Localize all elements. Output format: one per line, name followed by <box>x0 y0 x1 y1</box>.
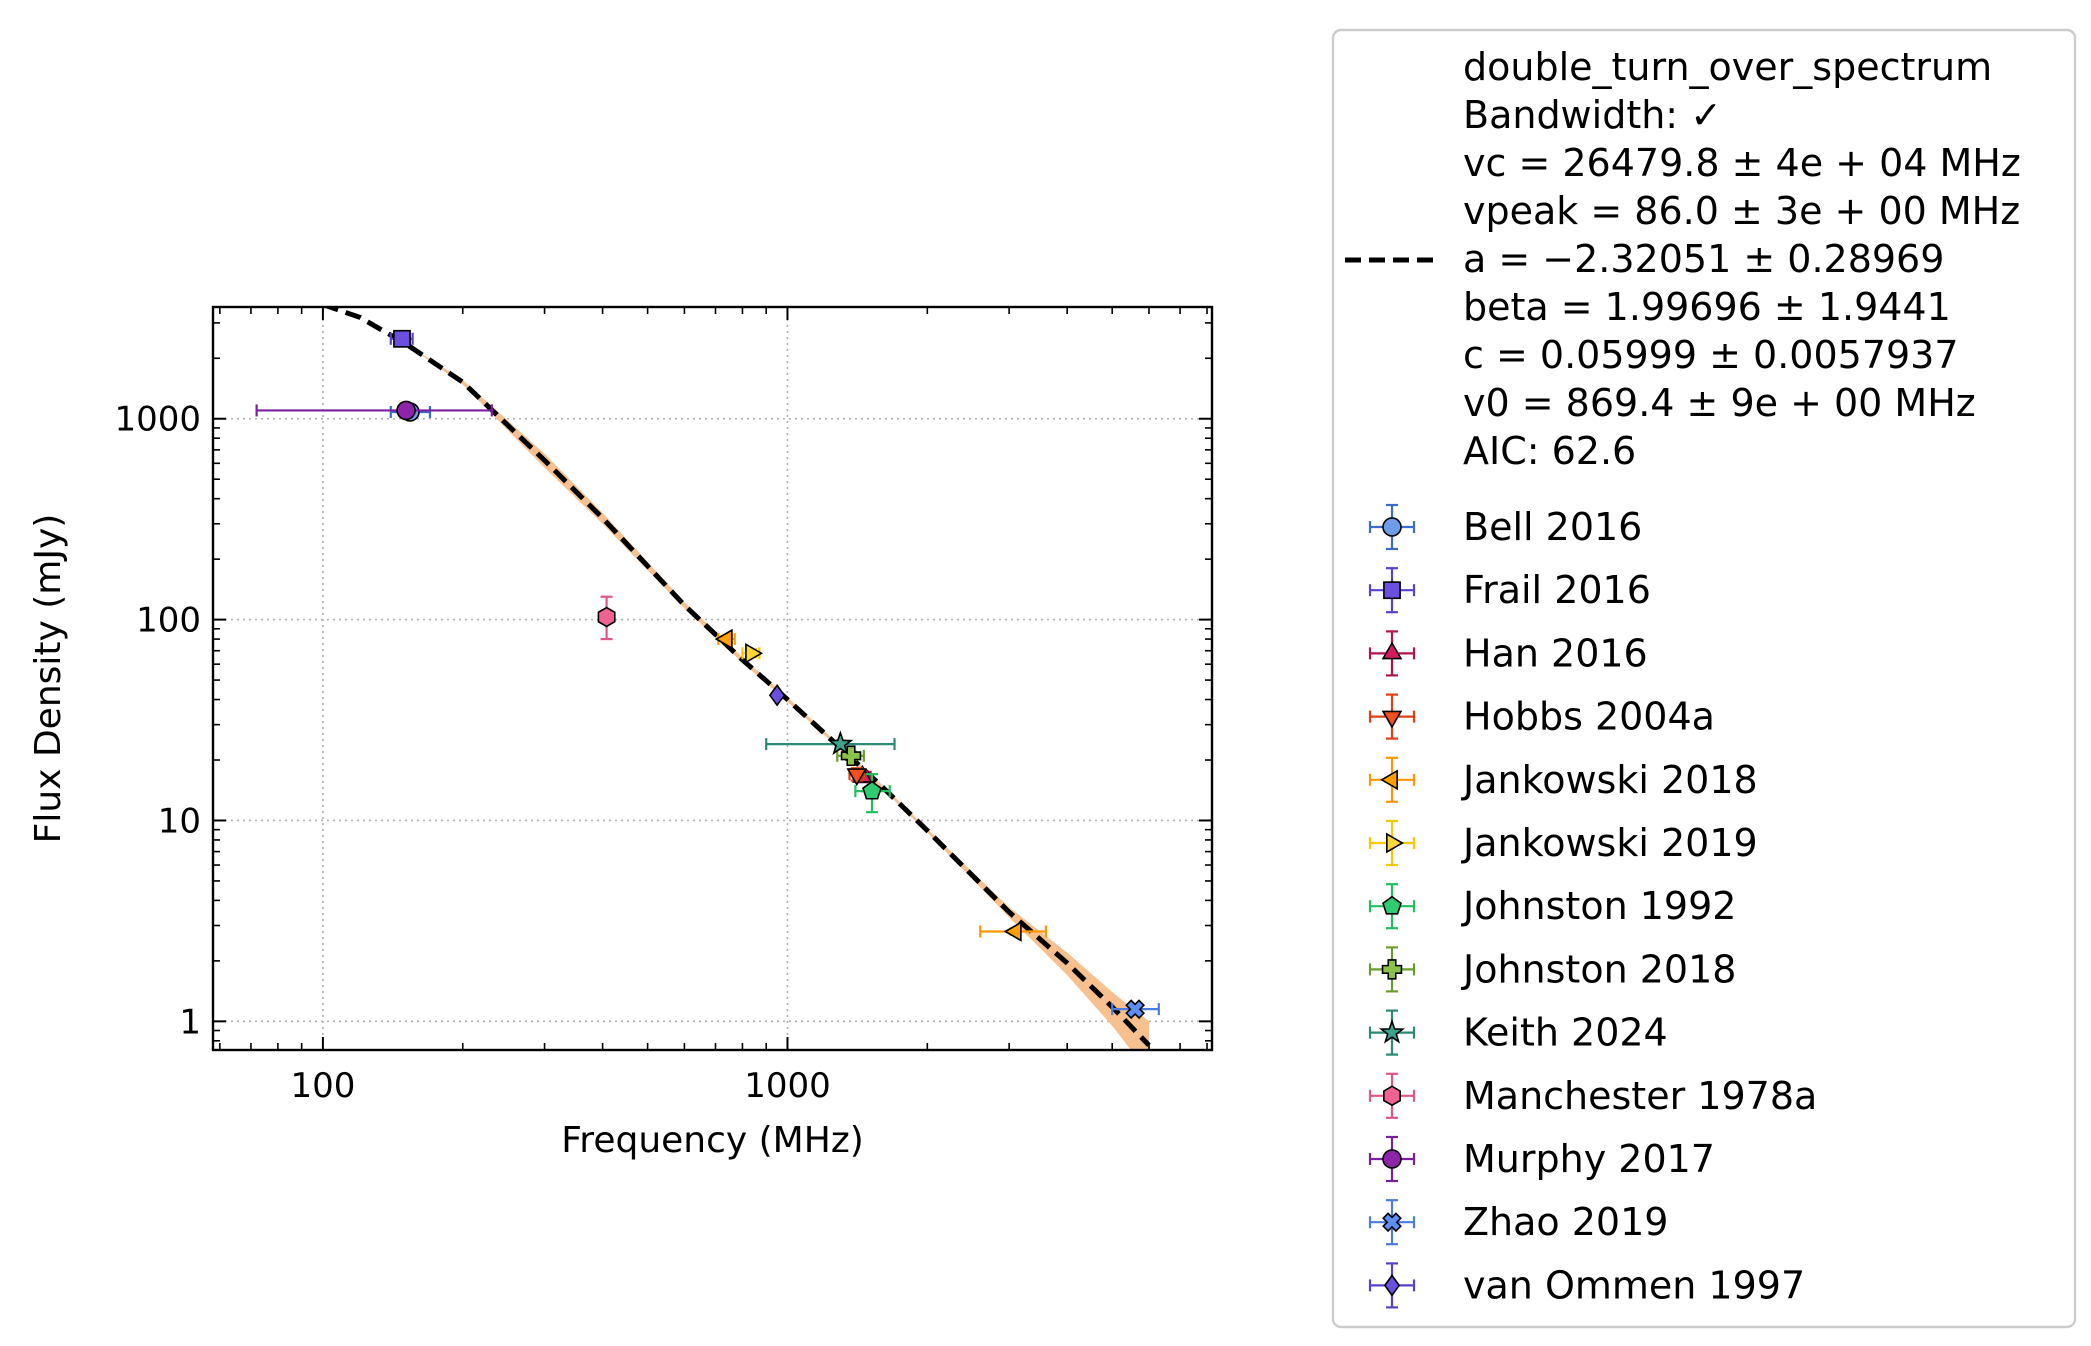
legend-fit-line-5: beta = 1.99696 ± 1.9441 <box>1463 285 1951 329</box>
legend-label: Johnston 1992 <box>1461 884 1736 928</box>
series-johnston-2018 <box>836 745 865 767</box>
data-point <box>1125 999 1146 1020</box>
y-axis-label: Flux Density (mJy) <box>28 514 69 844</box>
legend-entry-johnston-1992: Johnston 1992 <box>1368 883 1736 930</box>
data-point <box>714 628 733 650</box>
legend-marker <box>1382 895 1402 915</box>
legend-entry-bell-2016: Bell 2016 <box>1368 503 1642 551</box>
data-point <box>393 329 411 348</box>
data-point <box>1003 921 1022 942</box>
legend-fit-line-8: AIC: 62.6 <box>1463 429 1636 473</box>
legend-marker <box>1383 1085 1401 1107</box>
data-point <box>840 745 862 767</box>
data-point <box>827 730 854 756</box>
legend-fit-line-4: a = −2.32051 ± 0.28969 <box>1463 237 1944 281</box>
legend-marker <box>1383 1274 1401 1297</box>
legend-marker <box>1382 1212 1402 1233</box>
legend-entry-manchester-1978a: Manchester 1978a <box>1368 1072 1817 1119</box>
legend-fit-line-7: v0 = 869.4 ± 9e + 00 MHz <box>1463 381 1976 425</box>
legend-fit-line-1: Bandwidth: ✓ <box>1463 93 1722 137</box>
legend-marker <box>1380 769 1398 791</box>
legend-fit-line-6: c = 0.05999 ± 0.0057937 <box>1463 333 1959 377</box>
data-point <box>745 642 764 664</box>
legend-entry-van-ommen-1997: van Ommen 1997 <box>1368 1262 1805 1309</box>
plot-area: 100 1000 1 10 100 1000 Frequency (MHz) Flux Den… <box>28 305 1214 1161</box>
x-axis-label: Frequency (MHz) <box>561 1120 864 1161</box>
series-hobbs-2004a <box>846 767 868 787</box>
legend-entry-zhao-2019: Zhao 2019 <box>1368 1199 1668 1246</box>
legend-entry-hobbs-2004a: Hobbs 2004a <box>1368 693 1715 740</box>
legend-label: Bell 2016 <box>1463 505 1642 549</box>
x-tick-label: 100 <box>290 1066 355 1106</box>
legend-marker <box>1386 832 1404 854</box>
legend-label: Frail 2016 <box>1463 568 1651 612</box>
data-point <box>768 684 786 707</box>
fit-line <box>322 307 1151 1048</box>
fit-uncertainty-band <box>329 307 1149 1050</box>
y-tick-label: 10 <box>158 801 201 841</box>
fit-layer <box>322 307 1151 1050</box>
series-zhao-2019 <box>1111 999 1160 1020</box>
legend-marker <box>1381 641 1403 660</box>
y-tick-label: 1000 <box>114 400 201 440</box>
series-van-ommen-1997 <box>768 684 786 707</box>
data-point <box>597 606 616 628</box>
legend-entry-keith-2024: Keith 2024 <box>1368 1009 1668 1056</box>
legend-entry-jankowski-2018: Jankowski 2018 <box>1368 756 1758 803</box>
series-jankowski-2019 <box>741 642 764 664</box>
y-tick-label: 1 <box>179 1002 201 1042</box>
legend-marker <box>1381 959 1403 980</box>
series-keith-2024 <box>765 730 896 756</box>
legend-label: Hobbs 2004a <box>1463 695 1715 739</box>
legend-marker <box>1381 710 1403 729</box>
x-tick-label: 1000 <box>744 1066 831 1106</box>
legend-box <box>1331 28 2077 1329</box>
legend-label: Manchester 1978a <box>1463 1074 1817 1118</box>
legend-label: Keith 2024 <box>1463 1011 1668 1055</box>
axes: 100 1000 1 10 100 1000 Frequency (MHz) Flux Den… <box>28 305 1214 1161</box>
legend-label: Murphy 2017 <box>1463 1137 1715 1181</box>
legend-label: Johnston 2018 <box>1461 947 1736 991</box>
legend-entry-murphy-2017: Murphy 2017 <box>1368 1135 1715 1183</box>
legend-fit-line-0: double_turn_over_spectrum <box>1463 45 1992 89</box>
legend-label: Jankowski 2018 <box>1461 758 1758 802</box>
legend-label: Han 2016 <box>1463 631 1648 675</box>
legend-entry-johnston-2018: Johnston 2018 <box>1368 946 1736 993</box>
series-frail-2016 <box>389 329 414 348</box>
legend-entry-han-2016: Han 2016 <box>1368 630 1648 677</box>
legend-marker <box>1383 581 1401 600</box>
legend-marker <box>1382 517 1402 537</box>
legend-label: Zhao 2019 <box>1463 1200 1668 1244</box>
legend-fit-line-3: vpeak = 86.0 ± 3e + 00 MHz <box>1463 189 2020 233</box>
legend-marker <box>1378 1018 1406 1044</box>
legend-entry-jankowski-2019: Jankowski 2019 <box>1368 819 1758 867</box>
series-jankowski-2018 <box>714 628 1048 942</box>
series-murphy-2017 <box>255 400 493 421</box>
data-point <box>396 400 416 421</box>
grid <box>213 307 1212 1050</box>
plot-frame <box>211 305 1214 1052</box>
legend-label: Jankowski 2019 <box>1461 821 1758 865</box>
legend-label: van Ommen 1997 <box>1463 1263 1805 1307</box>
data-point <box>862 780 882 800</box>
series-manchester-1978a <box>597 595 616 641</box>
series-johnston-1992 <box>854 773 891 814</box>
legend-fit-line-2: vc = 26479.8 ± 4e + 04 MHz <box>1463 141 2021 185</box>
data-point <box>846 768 868 787</box>
legend-marker <box>1382 1149 1402 1169</box>
legend-entry-frail-2016: Frail 2016 <box>1368 567 1651 614</box>
y-tick-label: 100 <box>136 601 201 641</box>
